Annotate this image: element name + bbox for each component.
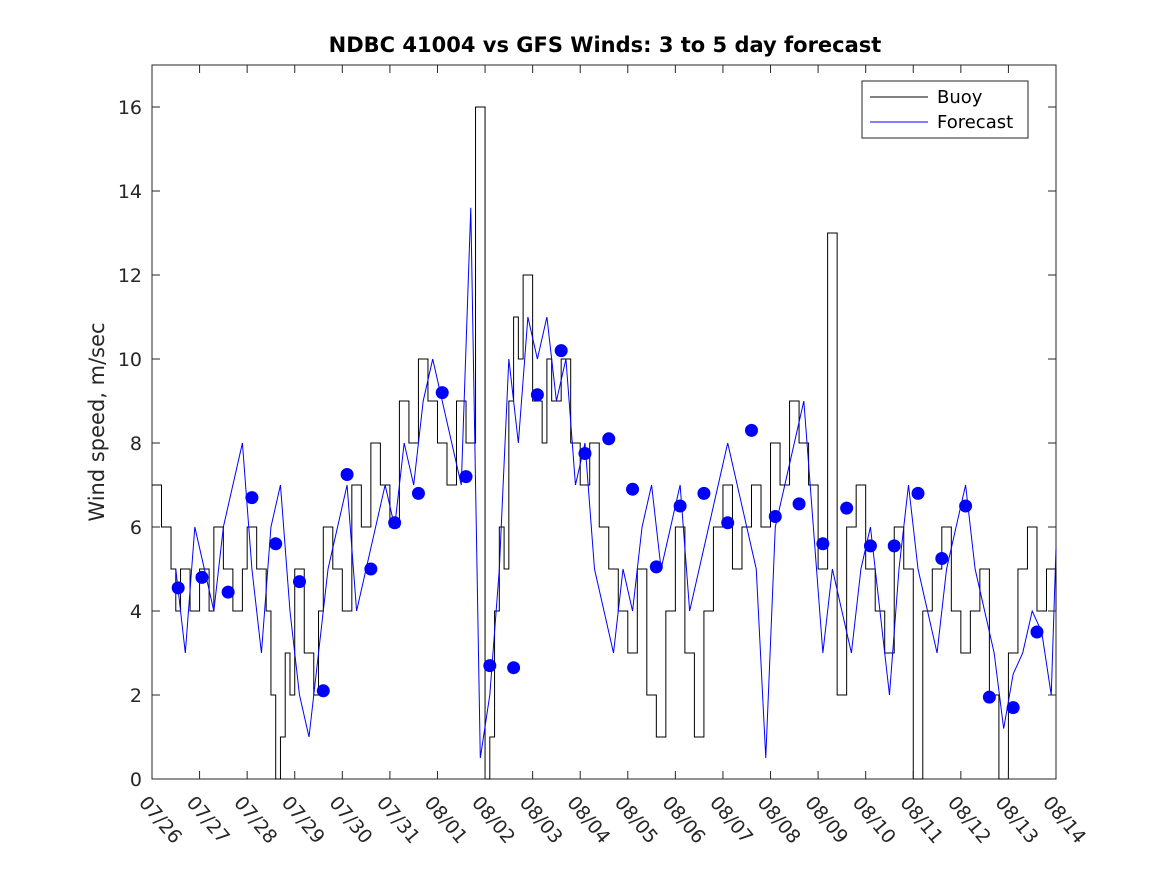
y-tick-label: 6 [130, 517, 142, 539]
buoy-series-layer [152, 106, 1057, 780]
forecast-marker [626, 482, 640, 496]
forecast-marker [959, 499, 973, 513]
y-tick-label: 2 [130, 685, 142, 707]
forecast-marker [483, 659, 497, 673]
forecast-marker [602, 432, 616, 446]
forecast-marker [911, 486, 925, 500]
forecast-marker [554, 344, 568, 358]
y-tick-label: 4 [130, 601, 142, 623]
y-tick-label: 14 [118, 181, 142, 203]
forecast-marker [221, 585, 235, 599]
forecast-marker [1030, 625, 1044, 639]
forecast-marker [316, 684, 330, 698]
forecast-marker [364, 562, 378, 576]
y-axis: 0 2 4 6 8 10 12 14 16 [118, 97, 1056, 791]
plot-frame [151, 64, 1057, 780]
forecast-marker [840, 501, 854, 515]
y-axis-label: Wind speed, m/sec [85, 322, 109, 521]
chart-title: NDBC 41004 vs GFS Winds: 3 to 5 day fore… [329, 33, 882, 57]
forecast-marker [1006, 701, 1020, 715]
legend: Buoy Forecast [861, 80, 1029, 139]
legend-box [861, 80, 1029, 139]
forecast-marker [792, 497, 806, 511]
forecast-marker [863, 539, 877, 553]
forecast-marker [649, 560, 663, 574]
forecast-marker [411, 486, 425, 500]
forecast-marker [935, 552, 949, 565]
forecast-marker [171, 581, 185, 595]
forecast-marker [435, 386, 449, 400]
legend-label-forecast: Forecast [937, 112, 1013, 133]
y-tick-label: 8 [130, 433, 142, 455]
buoy-series-line [152, 106, 1057, 780]
forecast-marker [982, 690, 996, 704]
forecast-marker [578, 447, 592, 460]
y-tick-label: 0 [130, 769, 142, 791]
forecast-marker [388, 516, 402, 530]
forecast-series-layer [175, 207, 1057, 759]
y-tick-label: 12 [118, 265, 142, 287]
forecast-marker [292, 575, 306, 589]
forecast-series-line [175, 207, 1057, 759]
forecast-marker [744, 423, 758, 437]
forecast-marker [887, 539, 901, 553]
forecast-marker [245, 491, 259, 505]
forecast-marker [459, 470, 473, 484]
forecast-marker [816, 537, 830, 551]
plot-area [151, 64, 1057, 780]
forecast-marker [340, 468, 354, 481]
forecast-marker [673, 499, 687, 513]
forecast-markers-layer [171, 344, 1044, 715]
forecast-marker [697, 486, 711, 500]
y-tick-label: 16 [118, 97, 142, 119]
legend-label-buoy: Buoy [937, 87, 983, 108]
forecast-marker [195, 570, 209, 584]
forecast-marker [768, 510, 782, 523]
forecast-marker [507, 661, 521, 675]
forecast-marker [269, 537, 283, 551]
y-tick-label: 10 [118, 349, 142, 371]
forecast-marker [721, 516, 735, 530]
forecast-marker [530, 388, 544, 402]
